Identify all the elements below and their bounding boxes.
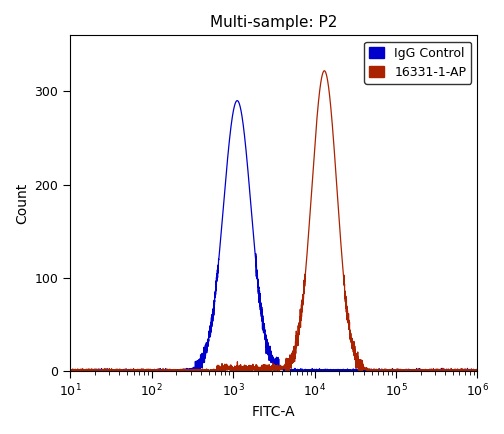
X-axis label: FITC-A: FITC-A [252, 405, 296, 419]
16331-1-AP [283, 368, 289, 374]
IgG Control [332, 368, 338, 373]
16331-1-AP [141, 368, 147, 373]
Line: IgG Control: IgG Control [70, 101, 477, 371]
16331-1-AP [67, 368, 73, 374]
16331-1-AP [223, 366, 229, 372]
IgG Control [402, 368, 408, 373]
16331-1-AP [474, 368, 480, 373]
Legend: IgG Control, 16331-1-AP: IgG Control, 16331-1-AP [364, 42, 471, 84]
IgG Control [474, 368, 480, 373]
Y-axis label: Count: Count [15, 183, 29, 224]
Line: 16331-1-AP: 16331-1-AP [70, 71, 477, 371]
IgG Control [223, 174, 229, 180]
16331-1-AP [322, 68, 328, 73]
IgG Control [193, 368, 199, 374]
IgG Control [311, 368, 318, 374]
IgG Control [234, 98, 240, 103]
IgG Control [67, 367, 73, 372]
16331-1-AP [311, 146, 318, 151]
16331-1-AP [371, 368, 377, 373]
IgG Control [371, 367, 377, 372]
IgG Control [141, 367, 147, 372]
Title: Multi-sample: P2: Multi-sample: P2 [210, 15, 338, 30]
16331-1-AP [402, 368, 408, 374]
16331-1-AP [332, 161, 338, 167]
